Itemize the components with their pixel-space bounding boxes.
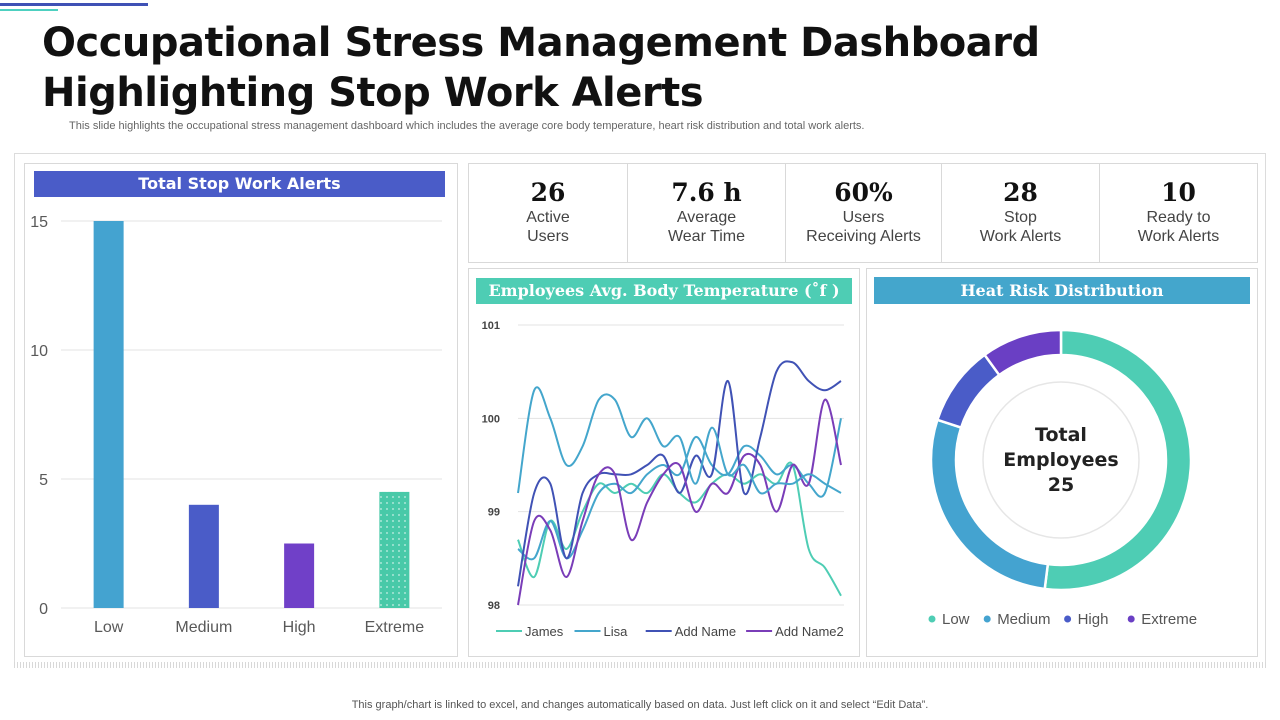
legend-label: Medium: [997, 611, 1050, 628]
legend-label: High: [1078, 611, 1109, 628]
heat-risk-header: Heat Risk Distribution: [874, 277, 1250, 304]
x-tick-label: Low: [94, 619, 124, 636]
kpi-label-line1: Active: [526, 209, 570, 226]
y-tick-label: 15: [30, 214, 48, 231]
legend-label: Extreme: [1141, 611, 1197, 628]
kpi-label-line2: Work Alerts: [1137, 228, 1220, 245]
kpi-users-receiving-alerts: 60% Users Receiving Alerts: [786, 163, 941, 263]
series-line-unnamed: [517, 386, 842, 495]
series-line-lisa: [517, 418, 842, 561]
y-tick-label: 101: [482, 320, 500, 332]
donut-center-ring: [982, 381, 1140, 539]
donut-slice-extreme: [982, 328, 1063, 377]
kpi-average-wear-time: 7.6 h Average Wear Time: [628, 163, 785, 263]
kpi-label-line1: Average: [676, 209, 737, 226]
y-tick-label: 5: [39, 472, 48, 489]
kpi-active-users: 26 Active Users: [469, 163, 627, 263]
footer-note: This graph/chart is linked to excel, and…: [351, 699, 929, 711]
legend-marker: [1064, 615, 1072, 623]
bar-medium: [188, 504, 219, 608]
kpi-label-line1: Stop: [1004, 209, 1037, 226]
top-accent-line-short: [0, 9, 58, 11]
x-tick-label: High: [283, 619, 316, 636]
kpi-divider: [785, 163, 786, 263]
legend-label: Lisa: [604, 624, 629, 639]
kpi-divider: [1099, 163, 1100, 263]
legend-marker: [1127, 615, 1135, 623]
legend-label: Low: [942, 611, 970, 628]
kpi-label-line1: Ready to: [1146, 209, 1211, 226]
kpi-value: 26: [530, 178, 566, 207]
bar-extreme: [379, 491, 410, 608]
kpi-divider: [941, 163, 942, 263]
donut-center-label: Total Employees 25: [990, 423, 1132, 498]
kpi-strip: [468, 163, 1258, 263]
kpi-value: 28: [1003, 178, 1038, 207]
body-temperature-header: Employees Avg. Body Temperature (˚f ): [476, 278, 852, 304]
body-temperature-chart[interactable]: 98 99 100 101 James Lisa Add Name Add Name2: [468, 305, 860, 655]
donut-center-line2: Employees: [1003, 449, 1119, 471]
y-tick-label: 0: [39, 601, 48, 618]
x-tick-label: Medium: [175, 619, 232, 636]
stop-work-alerts-chart[interactable]: 0 5 10 15 Low Medium High Extreme: [24, 200, 458, 650]
donut-center-line1: Total: [1035, 424, 1087, 446]
page-title: Occupational Stress Management Dashboard…: [42, 20, 1040, 116]
legend-label: Add Name2: [775, 624, 844, 639]
kpi-stop-work-alerts: 28 Stop Work Alerts: [942, 163, 1099, 263]
kpi-label-line2: Work Alerts: [979, 228, 1062, 245]
y-tick-label: 100: [482, 413, 500, 425]
y-tick-label: 98: [488, 600, 500, 612]
kpi-divider: [627, 163, 628, 263]
kpi-value: 10: [1161, 178, 1196, 207]
kpi-value: 7.6 h: [671, 178, 742, 207]
kpi-ready-to-work-alerts: 10 Ready to Work Alerts: [1100, 163, 1257, 263]
donut-center-line3: 25: [1047, 474, 1075, 496]
series-line-add-name2: [517, 398, 842, 606]
y-tick-label: 99: [488, 507, 500, 519]
stop-work-alerts-header: Total Stop Work Alerts: [34, 171, 445, 197]
page-subtitle: This slide highlights the occupational s…: [69, 120, 865, 132]
donut-slice-high: [935, 353, 1002, 430]
series-line-add-name: [517, 360, 842, 587]
kpi-label-line2: Receiving Alerts: [806, 228, 921, 245]
series-line-james: [517, 461, 842, 597]
heat-risk-chart[interactable]: Low Medium High Extreme: [866, 305, 1258, 650]
legend-marker: [928, 615, 936, 623]
legend-label: James: [525, 624, 564, 639]
legend-label: Add Name: [675, 624, 736, 639]
y-tick-label: 10: [30, 343, 48, 360]
legend-marker: [983, 615, 991, 623]
kpi-label-line1: Users: [842, 209, 885, 226]
bar-high: [284, 543, 315, 608]
kpi-label-line2: Wear Time: [667, 228, 746, 245]
kpi-label-line2: Users: [527, 228, 569, 245]
body-temperature-panel: [468, 268, 860, 657]
top-accent-line: [0, 3, 148, 6]
x-tick-label: Extreme: [365, 619, 425, 636]
frame-hatch: [14, 662, 1266, 668]
bar-low: [93, 221, 124, 608]
kpi-value: 60%: [834, 178, 893, 207]
